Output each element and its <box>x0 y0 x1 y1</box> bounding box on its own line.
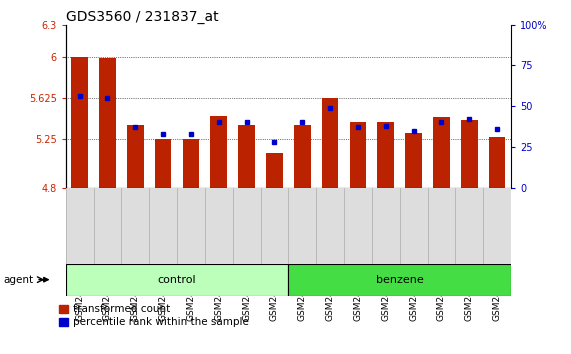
Bar <box>238 125 255 188</box>
Text: control: control <box>158 275 196 285</box>
Bar <box>433 117 450 188</box>
Bar <box>266 153 283 188</box>
Bar <box>405 133 422 188</box>
Bar <box>461 120 477 188</box>
Text: benzene: benzene <box>376 275 424 285</box>
Bar <box>99 58 116 188</box>
Bar <box>322 97 339 188</box>
Bar <box>183 139 199 188</box>
Legend: transformed count, percentile rank within the sample: transformed count, percentile rank withi… <box>59 304 249 327</box>
Bar <box>294 125 311 188</box>
Bar <box>127 125 144 188</box>
Bar <box>288 264 511 296</box>
Bar <box>66 264 288 296</box>
Bar <box>377 122 394 188</box>
Bar <box>349 122 367 188</box>
Bar <box>155 139 171 188</box>
Text: agent: agent <box>3 275 34 285</box>
Bar <box>71 57 88 188</box>
Bar <box>489 137 505 188</box>
Bar <box>210 116 227 188</box>
Text: GDS3560 / 231837_at: GDS3560 / 231837_at <box>66 10 218 24</box>
